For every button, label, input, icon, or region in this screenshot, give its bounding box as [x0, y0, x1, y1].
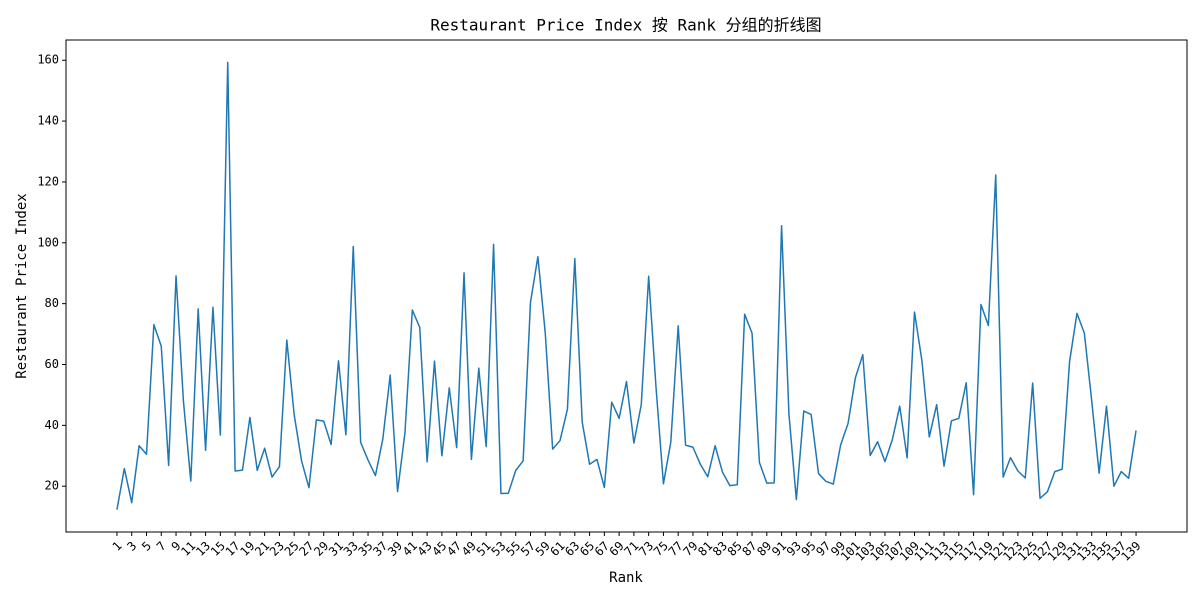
y-axis-label: Restaurant Price Index — [14, 193, 30, 378]
chart-title: Restaurant Price Index 按 Rank 分组的折线图 — [430, 16, 821, 35]
y-tick-label: 100 — [37, 235, 59, 249]
y-tick-label: 140 — [37, 114, 59, 128]
plot-frame — [65, 39, 1188, 533]
x-tick-label: 7 — [154, 539, 169, 554]
x-tick-label: 1 — [110, 539, 125, 554]
x-tick-label: 3 — [124, 539, 139, 554]
data-line — [116, 61, 1137, 510]
y-tick-label: 40 — [45, 418, 59, 432]
y-tick-label: 20 — [45, 479, 59, 493]
y-tick-label: 80 — [45, 296, 59, 310]
y-tick-label: 120 — [37, 174, 59, 188]
y-tick-label: 160 — [37, 53, 59, 67]
x-axis-label: Rank — [609, 570, 643, 586]
y-tick-label: 60 — [45, 357, 59, 371]
x-tick-label: 5 — [139, 539, 154, 554]
